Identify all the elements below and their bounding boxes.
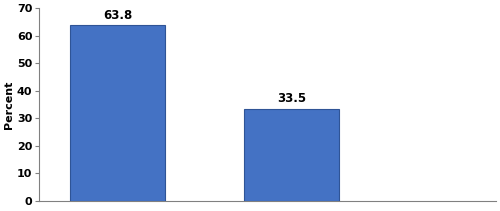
Bar xyxy=(70,25,166,201)
Bar xyxy=(244,109,340,201)
Text: 63.8: 63.8 xyxy=(103,9,132,22)
Y-axis label: Percent: Percent xyxy=(4,80,14,129)
Text: 33.5: 33.5 xyxy=(277,92,306,105)
